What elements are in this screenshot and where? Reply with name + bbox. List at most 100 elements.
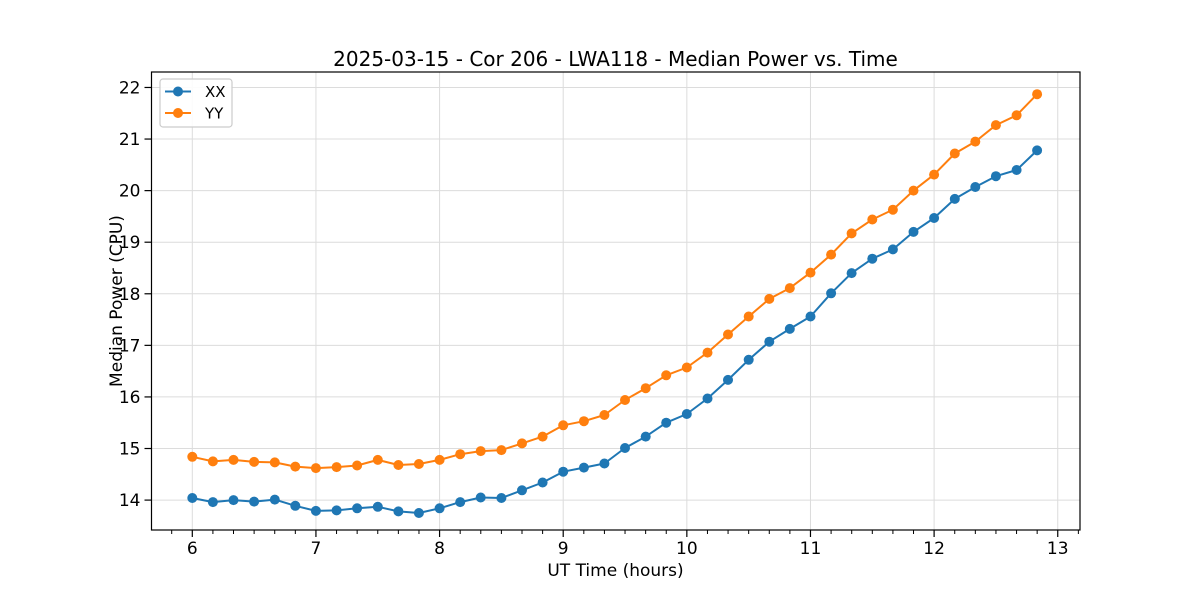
series-XX-point (269, 494, 280, 505)
series-XX-point (681, 409, 692, 419)
x-tick-label: 12 (923, 539, 945, 559)
series-YY-point (352, 460, 363, 471)
series-YY-point (207, 456, 218, 467)
series-XX-point (517, 485, 527, 496)
series-YY-point (558, 420, 569, 431)
series-YY-point (887, 204, 898, 215)
series-YY-point (702, 347, 713, 358)
series-XX-point (846, 268, 857, 279)
series-XX-point (723, 374, 733, 385)
y-tick-label: 16 (119, 388, 141, 408)
series-XX-point (558, 466, 569, 477)
series-YY-point (578, 416, 589, 427)
series-XX-point (537, 477, 548, 488)
x-tick-label: 6 (187, 539, 198, 559)
x-tick-label: 13 (1047, 539, 1069, 559)
axis-layer: 6 7 8 9 10 11 12 13 14 15 16 17 18 19 20 21 22 (119, 71, 1081, 559)
series-YY-point (413, 459, 424, 469)
series-YY-point (517, 438, 527, 449)
y-tick-label: 21 (119, 130, 141, 150)
x-tick-label: 9 (558, 539, 569, 559)
series-XX-point (310, 505, 321, 516)
series-YY-point (599, 410, 610, 420)
x-tick-label: 7 (311, 539, 322, 559)
legend-XX-marker (173, 86, 183, 97)
series-XX-line (192, 149, 1038, 514)
series-YY-point (970, 136, 981, 147)
series-YY-point (1032, 89, 1043, 100)
series-YY-point (620, 395, 630, 405)
series-YY-point (455, 449, 466, 460)
series-YY-point (537, 431, 548, 442)
series-XX-point (805, 311, 816, 322)
series-YY-point (908, 185, 919, 196)
series-YY-point (269, 457, 280, 468)
series-XX-point (413, 508, 424, 518)
series-XX-point (249, 496, 260, 507)
series-YY-point (929, 169, 940, 180)
series-YY-point (846, 228, 857, 239)
series-YY-point (1011, 110, 1022, 121)
series-XX-point (393, 506, 404, 517)
series-XX-point (187, 493, 198, 503)
legend: XX YY (159, 78, 233, 128)
y-tick-label: 18 (119, 285, 141, 305)
data-layer (187, 89, 1043, 518)
series-XX-point (908, 226, 919, 237)
series-XX-point (290, 500, 301, 511)
series-YY-point (743, 311, 754, 322)
series-YY-point (681, 362, 692, 373)
series-XX-point (372, 501, 383, 512)
series-XX-point (990, 171, 1001, 182)
series-XX-point (784, 323, 795, 334)
y-tick-label: 19 (119, 233, 141, 253)
series-YY-point (187, 451, 198, 462)
x-tick-label: 10 (676, 539, 698, 559)
series-XX-point (702, 393, 713, 404)
series-YY-point (393, 460, 404, 470)
series-YY-point (867, 214, 878, 225)
x-tick-label: 8 (434, 539, 445, 559)
series-XX-point (475, 492, 486, 503)
series-YY-point (372, 454, 383, 465)
series-XX-point (826, 288, 837, 299)
series-YY-point (249, 456, 260, 467)
series-XX-point (331, 505, 342, 516)
plot-border (150, 71, 1081, 531)
series-XX-point (599, 458, 610, 469)
series-XX-point (1032, 145, 1043, 156)
series-XX-point (764, 336, 775, 347)
series-YY-point (331, 462, 342, 473)
series-YY-point (434, 454, 445, 465)
series-XX-point (970, 182, 981, 192)
series-YY-point (475, 446, 486, 457)
series-YY-point (949, 148, 960, 159)
series-XX-point (455, 497, 466, 508)
x-tick-label: 11 (800, 539, 822, 559)
legend-YY-label: YY (204, 105, 224, 123)
y-tick-label: 20 (119, 182, 141, 202)
series-XX-point (620, 443, 630, 453)
series-XX-point (640, 431, 651, 442)
series-XX-point (496, 493, 507, 503)
series-YY-line (192, 93, 1038, 470)
x-axis-label: UT Time (hours) (547, 561, 683, 581)
series-XX-point (578, 462, 589, 473)
series-XX-point (661, 417, 672, 428)
grid-layer (151, 72, 1080, 530)
series-XX-point (887, 244, 898, 255)
y-tick-label: 22 (119, 78, 141, 98)
legend-YY-marker (173, 108, 183, 118)
series-YY-point (990, 120, 1001, 131)
series-YY-point (805, 267, 816, 278)
chart-title: 2025-03-15 - Cor 206 - LWA118 - Median P… (333, 47, 898, 71)
series-YY-point (496, 445, 507, 456)
series-XX-point (949, 193, 960, 204)
series-XX-point (929, 213, 940, 223)
series-YY-point (723, 329, 733, 340)
series-YY-point (784, 283, 795, 294)
series-YY-point (310, 463, 321, 474)
y-tick-label: 15 (119, 440, 141, 460)
